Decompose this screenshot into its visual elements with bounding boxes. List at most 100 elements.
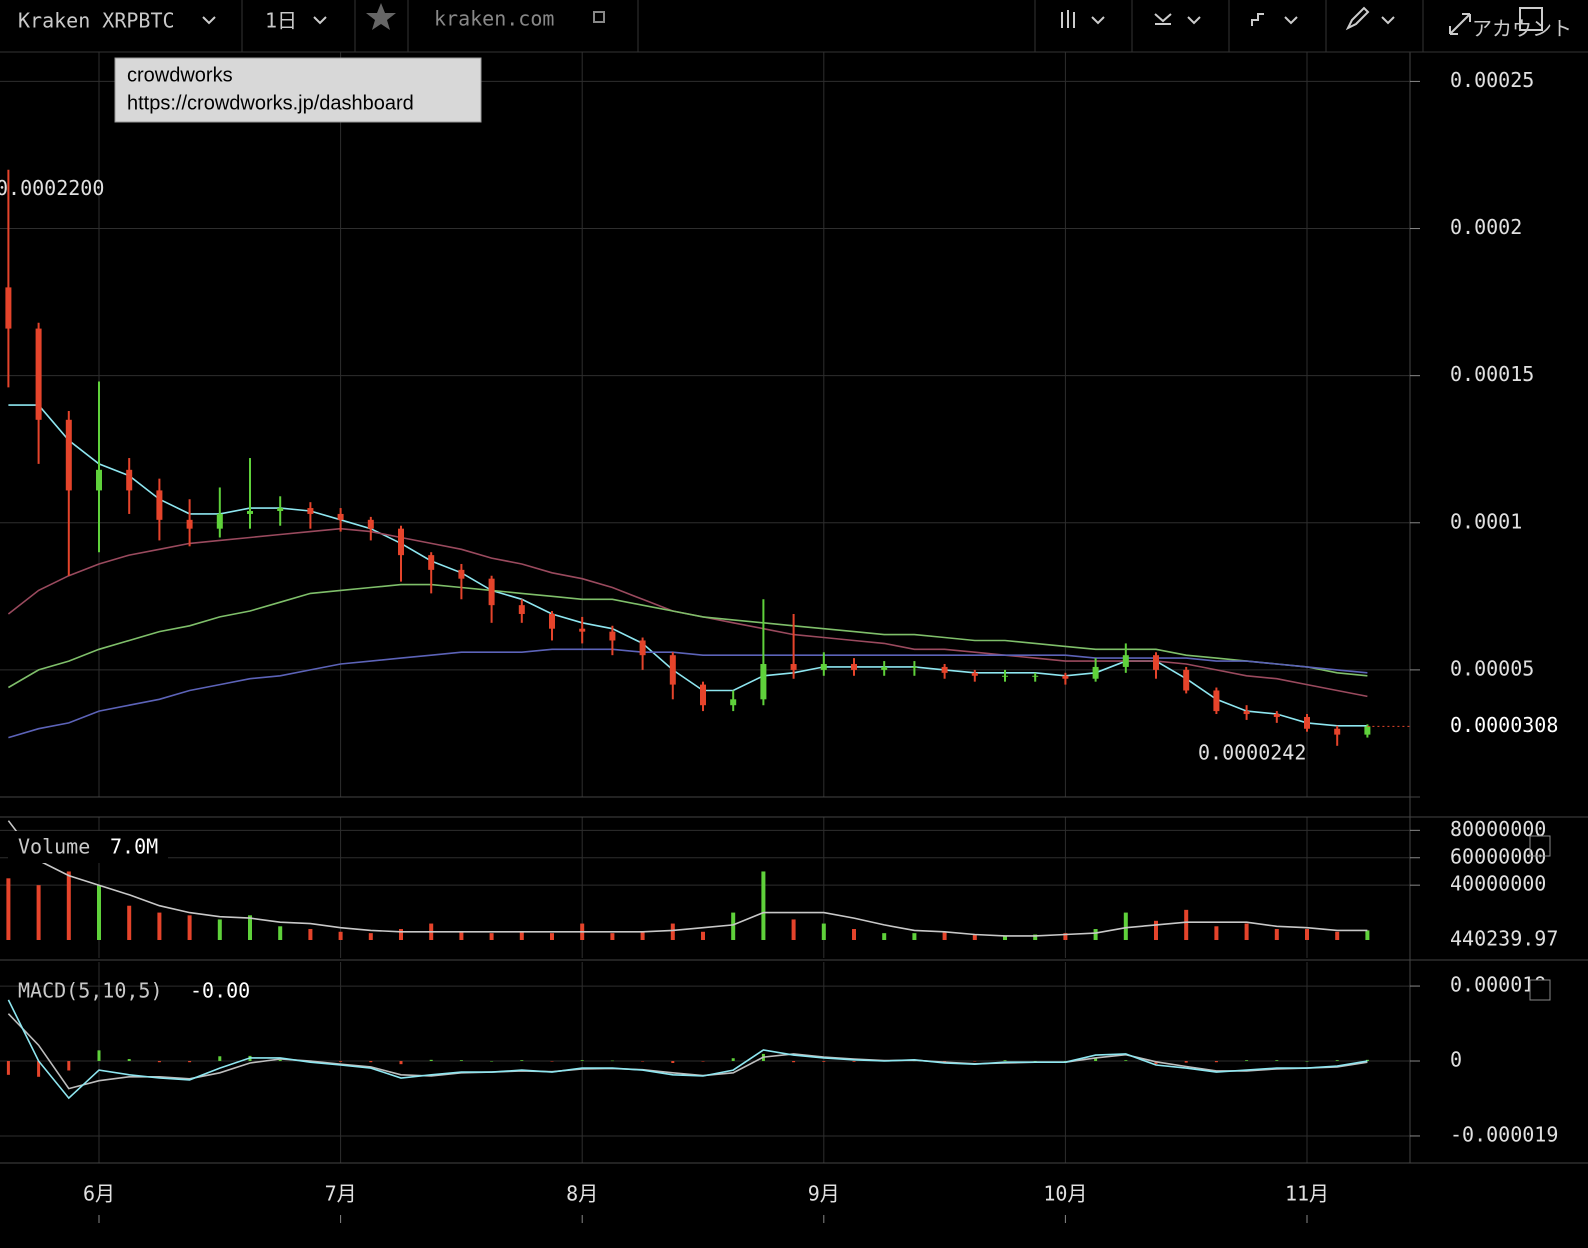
candle-body — [941, 666, 948, 673]
macd-histogram — [520, 1060, 524, 1062]
candle-body — [1183, 669, 1190, 691]
macd-histogram — [157, 1061, 161, 1063]
candle-body — [1153, 655, 1159, 670]
fullscreen-icon[interactable] — [1449, 13, 1471, 35]
symbol[interactable]: Kraken XRPBTC — [18, 9, 175, 33]
interval[interactable]: 1日 — [265, 9, 297, 33]
volume-bar — [36, 885, 41, 940]
low-label: 0.0000242 — [1198, 740, 1306, 764]
macd-histogram — [641, 1061, 645, 1062]
macd-histogram — [1003, 1060, 1007, 1062]
volume-bar — [489, 933, 494, 940]
compare-icon[interactable] — [1251, 13, 1264, 26]
volume-bar — [610, 933, 615, 940]
macd-histogram — [37, 1061, 41, 1077]
candle-body — [820, 664, 827, 670]
candle-icon[interactable] — [1061, 10, 1075, 28]
indicator-icon[interactable] — [1154, 13, 1172, 25]
volume-bar — [1365, 930, 1370, 940]
account[interactable]: アカウント — [1472, 17, 1572, 41]
volume-bar — [1274, 929, 1279, 940]
y-tick-label: 0.00025 — [1450, 68, 1534, 92]
candle-body — [367, 519, 374, 529]
candle-body — [1334, 728, 1341, 735]
candle-body — [1032, 675, 1039, 677]
candle-body — [881, 666, 888, 670]
macd-histogram — [610, 1060, 614, 1062]
macd-histogram — [188, 1061, 192, 1063]
candle-body — [277, 508, 284, 512]
candle-body — [216, 513, 223, 529]
macd-histogram — [550, 1061, 554, 1062]
last-price-label: 0.0000308 — [1450, 713, 1558, 737]
candle-body — [1002, 675, 1008, 677]
y-tick-label: 40000000 — [1450, 872, 1546, 896]
volume-bar — [1244, 923, 1249, 940]
draw-icon[interactable] — [1345, 6, 1370, 31]
volume-bar — [972, 934, 977, 940]
macd-histogram — [97, 1050, 101, 1062]
y-tick-label: 0.00015 — [1450, 362, 1534, 386]
candle-body — [156, 490, 163, 520]
macd-histogram — [278, 1059, 282, 1062]
macd-histogram — [973, 1061, 977, 1062]
site-link[interactable]: kraken.com — [434, 7, 554, 31]
grid — [0, 52, 1410, 1163]
favorite-icon[interactable] — [366, 3, 396, 30]
legend-box — [8, 831, 168, 863]
candle-body — [458, 569, 465, 579]
volume-bar — [640, 931, 645, 940]
macd-histogram — [1184, 1061, 1188, 1063]
candle-body — [579, 628, 586, 632]
y-tick-label: -0.000019 — [1450, 1122, 1558, 1146]
dropdown-icon — [1284, 16, 1298, 25]
y-tick-label: 0.0002 — [1450, 215, 1522, 239]
macd-histogram — [6, 1061, 10, 1075]
candle-body — [1122, 655, 1129, 667]
candle-body — [1364, 726, 1371, 735]
x-tick-label: 9月 — [808, 1182, 840, 1206]
volume-bar — [66, 871, 71, 940]
volume-bar — [1335, 931, 1340, 940]
volume-bar — [368, 933, 373, 940]
candle-body — [971, 672, 978, 676]
volume-bar — [761, 871, 766, 940]
macd-histogram — [1305, 1061, 1309, 1062]
screenshot-icon[interactable] — [1519, 7, 1543, 31]
candle-body — [1273, 714, 1280, 717]
line-series — [7, 820, 1368, 937]
candle-body — [96, 469, 102, 491]
line-series — [8, 648, 1368, 739]
toolbar — [0, 0, 1588, 52]
volume-bar — [550, 933, 554, 940]
macd-histogram — [369, 1061, 373, 1063]
volume-bar — [248, 915, 252, 940]
candle-body — [1062, 675, 1069, 679]
high-label: 0.0002200 — [0, 176, 104, 200]
macd-histogram — [1214, 1061, 1218, 1063]
volume-bar — [127, 905, 132, 940]
volume-bar — [942, 931, 947, 940]
macd-histogram — [1245, 1060, 1249, 1062]
tooltip-title: crowdworks — [127, 64, 233, 86]
candle-body — [337, 513, 344, 520]
volume-bar — [459, 931, 464, 940]
candle-body — [549, 613, 555, 629]
dropdown-icon — [313, 16, 327, 25]
volume-bar — [731, 912, 736, 940]
volume-bar — [882, 933, 887, 940]
volume-bar — [217, 919, 222, 940]
dropdown-icon — [1187, 16, 1201, 25]
volume-bar — [1184, 909, 1189, 940]
volume-bar — [701, 931, 705, 940]
candle-body — [700, 684, 706, 706]
candle-body — [790, 664, 797, 670]
x-tick-label: 11月 — [1285, 1182, 1329, 1206]
volume-bar — [1214, 926, 1219, 940]
candle-body — [1213, 690, 1220, 712]
candle-body — [518, 605, 525, 614]
candle-body — [186, 519, 193, 529]
macd-histogram — [459, 1060, 463, 1062]
volume-bar — [912, 933, 917, 940]
